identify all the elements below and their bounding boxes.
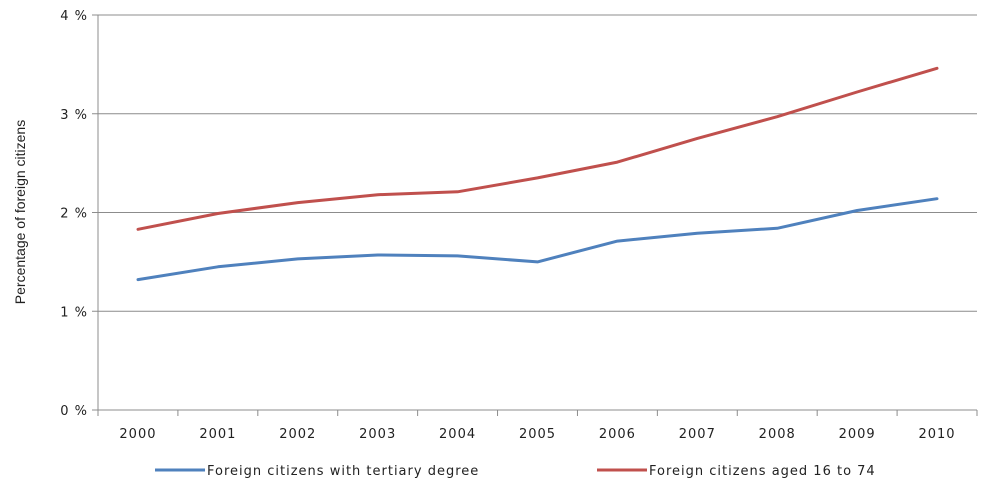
y-tick-label: 0 % bbox=[60, 404, 88, 419]
x-tick-label: 2004 bbox=[439, 427, 476, 442]
y-axis-title: Percentage of foreign citizens bbox=[12, 120, 28, 304]
x-tick-label: 2001 bbox=[199, 427, 236, 442]
series-lines bbox=[136, 66, 939, 282]
y-tick-label: 4 % bbox=[60, 9, 88, 24]
y-tick-labels: 0 % 1 % 2 % 3 % 4 % bbox=[60, 9, 88, 419]
x-tick-label: 2009 bbox=[839, 427, 876, 442]
x-tick-label: 2010 bbox=[918, 427, 955, 442]
x-tick-label: 2000 bbox=[119, 427, 156, 442]
gridlines bbox=[98, 14, 977, 312]
legend: Foreign citizens with tertiary degree For… bbox=[155, 464, 876, 479]
x-tick-label: 2002 bbox=[279, 427, 316, 442]
x-tick-label: 2005 bbox=[519, 427, 556, 442]
series-line-1 bbox=[136, 197, 939, 282]
legend-label: Foreign citizens with tertiary degree bbox=[207, 464, 479, 479]
legend-label: Foreign citizens aged 16 to 74 bbox=[649, 464, 876, 479]
x-tick-label: 2007 bbox=[679, 427, 716, 442]
axes bbox=[92, 14, 978, 416]
x-tick-labels: 2000 2001 2002 2003 2004 2005 2006 2007 2008 2009… bbox=[119, 427, 955, 442]
x-tick-label: 2008 bbox=[759, 427, 796, 442]
x-tick-label: 2006 bbox=[599, 427, 636, 442]
y-tick-label: 2 % bbox=[60, 207, 88, 222]
x-tick-label: 2003 bbox=[359, 427, 396, 442]
y-tick-label: 1 % bbox=[60, 305, 88, 320]
series-line-2 bbox=[136, 66, 939, 231]
y-tick-label: 3 % bbox=[60, 108, 88, 123]
